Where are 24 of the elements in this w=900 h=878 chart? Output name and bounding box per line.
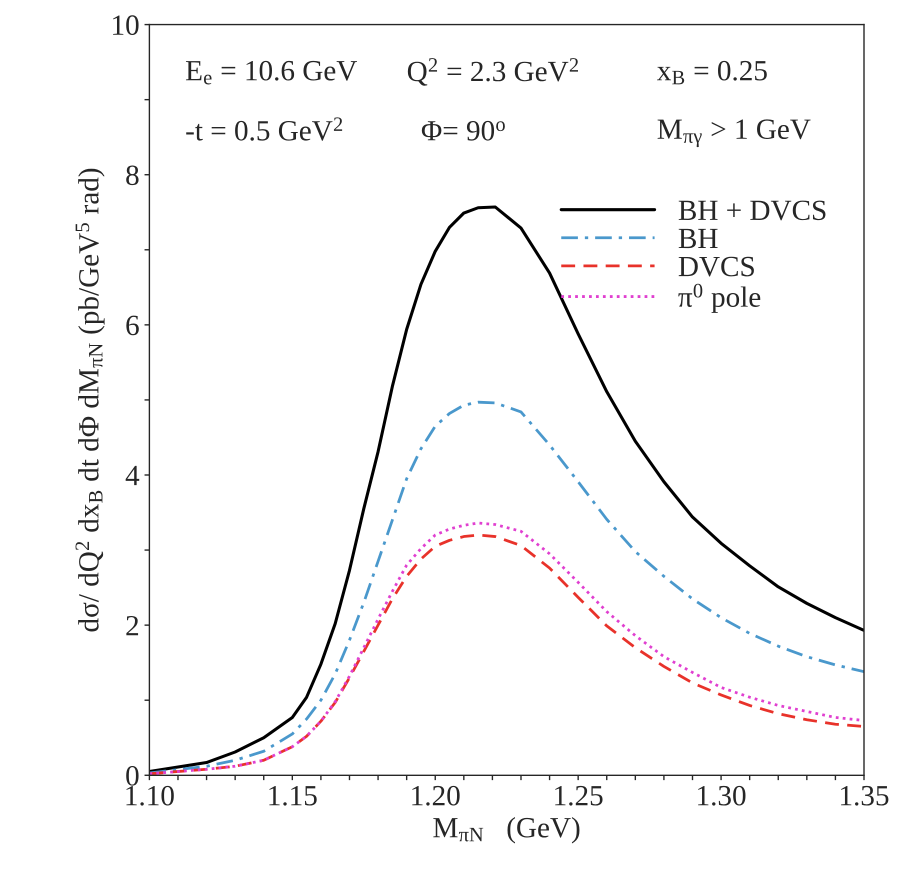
x-tick-label: 1.10	[126, 786, 174, 806]
x-tick-label: 1.20	[412, 786, 460, 806]
legend-label: π$^{0}$ pole	[678, 284, 760, 313]
text: dσ/ dQ$^{2}$ dx$_{B}$ dt dΦ dM$_{πN}$ (pb/GeV$^{5}$ rad)	[75, 168, 105, 632]
y-tick-label: 2	[126, 616, 138, 636]
x-tick-label: 1.15	[269, 786, 317, 806]
legend-label: BH + DVCS	[678, 200, 826, 220]
annotation: M$_{πγ}$ > 1 GeV	[658, 119, 811, 148]
y-tick-label: 4	[126, 466, 140, 486]
legend-label: BH	[678, 228, 718, 248]
y-tick-label: 6	[126, 316, 139, 336]
annotation: E$_{e}$ = 10.6 GeV	[186, 60, 358, 84]
y-tick-label: 10	[113, 15, 139, 35]
legend-label: DVCS	[678, 256, 754, 277]
x-tick-label: 1.25	[555, 786, 603, 806]
annotation: -t = 0.5 GeV$^{2}$	[186, 117, 342, 141]
y-tick-label: 0	[126, 766, 139, 786]
y-tick-label: 8	[126, 165, 139, 186]
annotation: Φ= 90$^{o}$	[422, 120, 505, 141]
annotation: x$_{B}$ = 0.25	[657, 60, 767, 84]
annotation: Q$^{2}$ = 2.3 GeV$^{2}$	[408, 58, 578, 86]
x-tick-label: 1.35	[841, 786, 888, 806]
x-axis-title: M$_{πN}$ (GeV)	[433, 817, 580, 844]
x-tick-label: 1.30	[698, 786, 746, 806]
